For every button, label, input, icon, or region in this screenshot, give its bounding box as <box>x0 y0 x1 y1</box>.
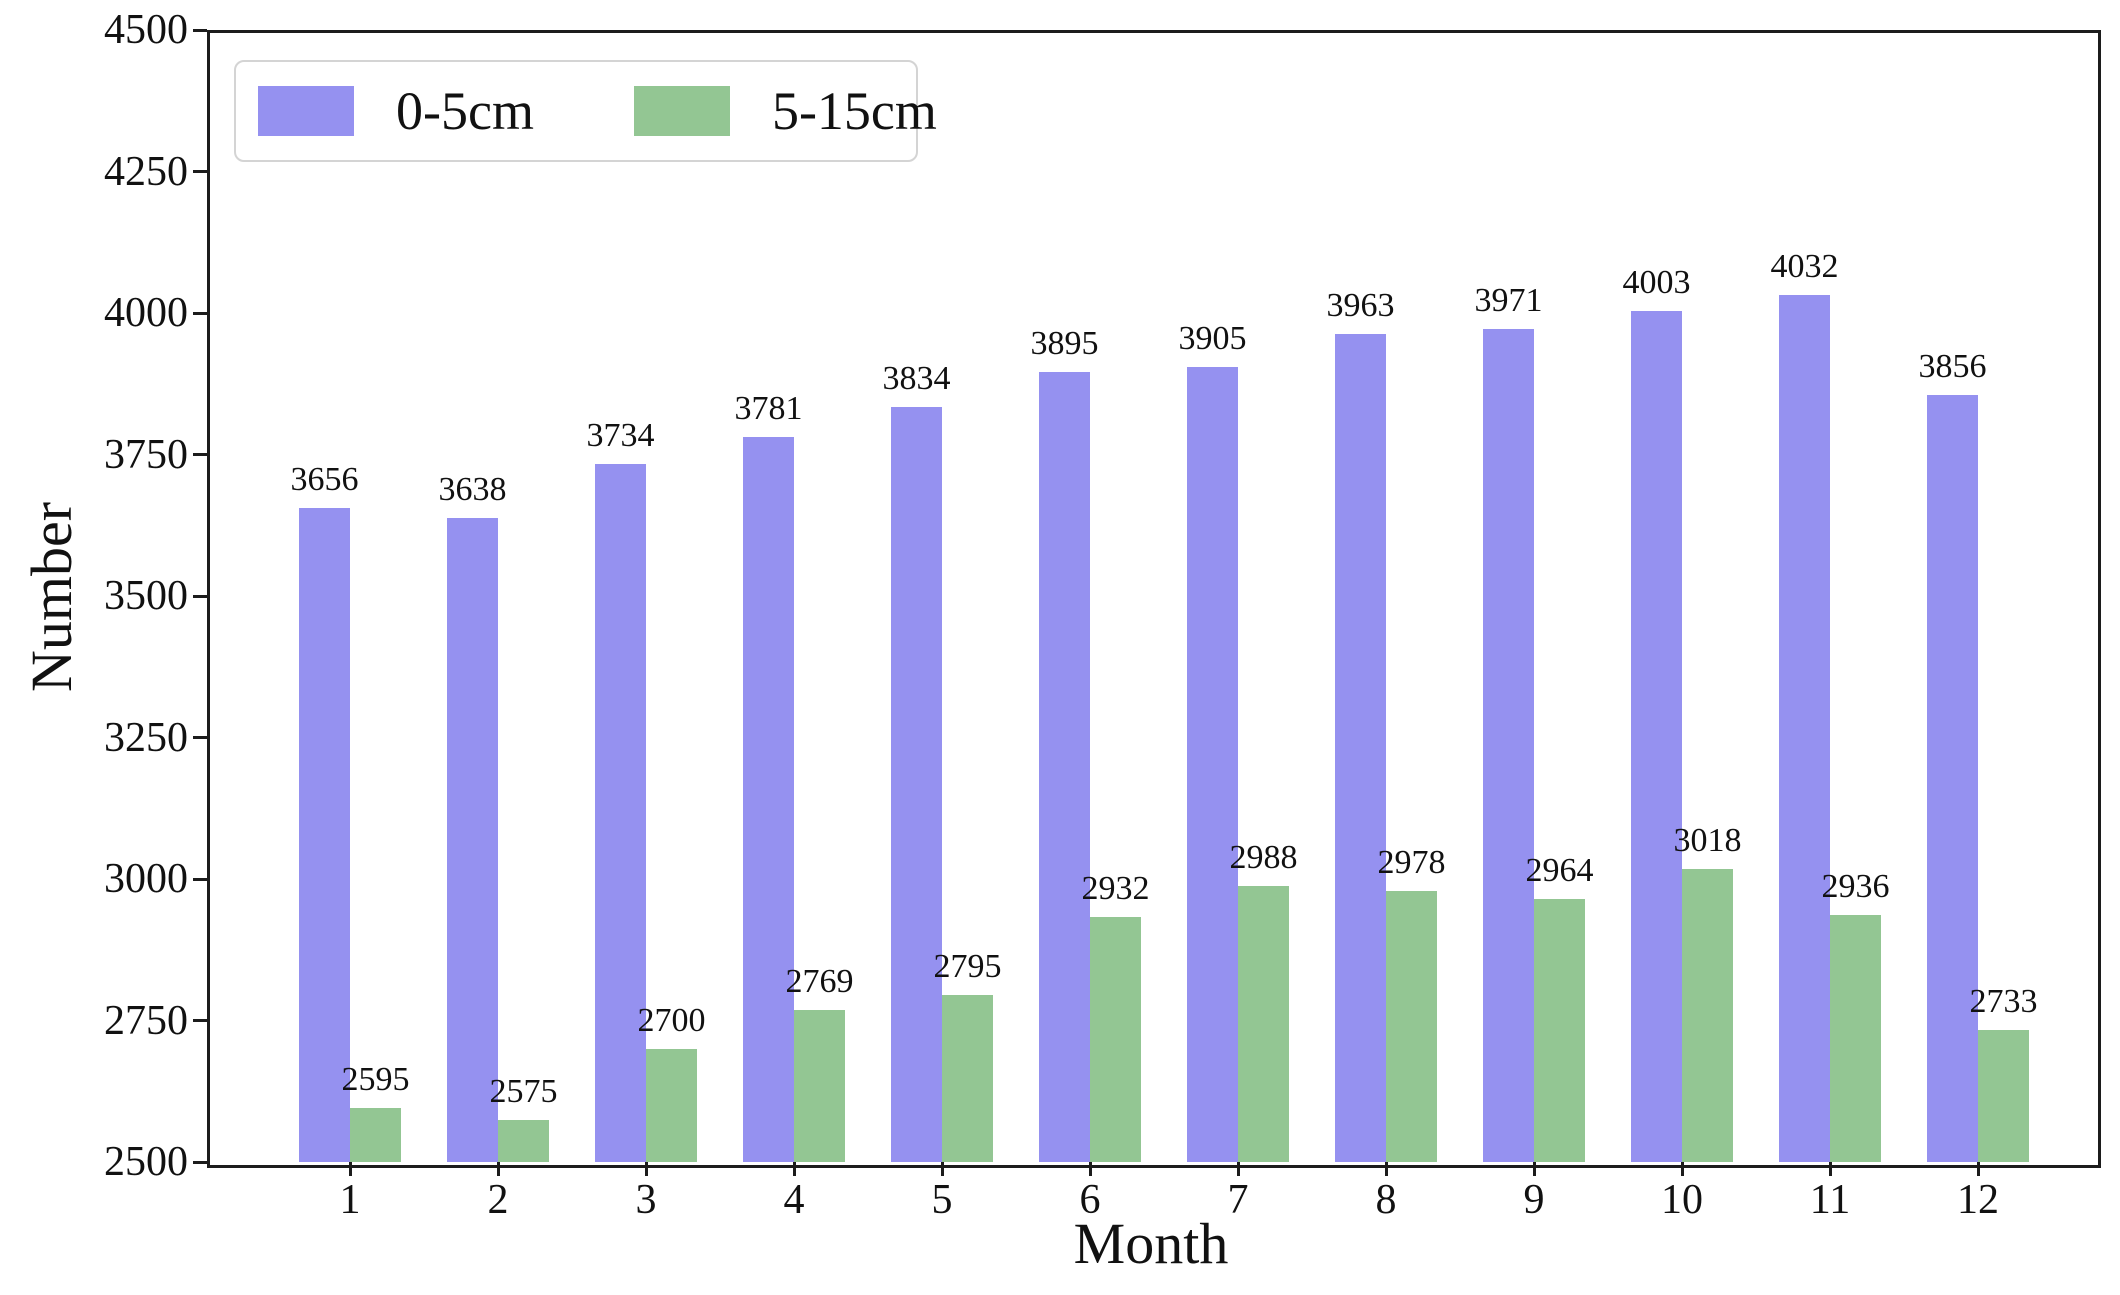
bar-value-label: 3781 <box>734 389 803 427</box>
bar-0-5cm-month-8 <box>1335 333 1386 1162</box>
bar-value-label: 3856 <box>1918 347 1987 385</box>
x-tick-mark <box>1384 1162 1388 1176</box>
x-tick-label: 12 <box>1957 1177 1999 1223</box>
legend-swatch-green <box>633 86 730 136</box>
bar-value-label: 2795 <box>933 948 1002 986</box>
bar-0-5cm-month-2 <box>447 517 498 1162</box>
x-tick-mark <box>792 1162 796 1176</box>
bar-value-label: 2595 <box>341 1061 410 1099</box>
x-tick-mark <box>1828 1162 1832 1176</box>
y-tick-mark <box>193 877 207 881</box>
y-tick-label: 2500 <box>104 1139 188 1185</box>
bar-0-5cm-month-6 <box>1039 372 1090 1162</box>
x-tick-label: 5 <box>931 1177 953 1223</box>
bar-value-label: 2700 <box>637 1001 706 1039</box>
y-tick-label: 3250 <box>104 714 188 761</box>
x-tick-mark <box>940 1162 944 1176</box>
bar-value-label: 2988 <box>1229 838 1298 876</box>
bar-0-5cm-month-11 <box>1779 294 1830 1162</box>
y-tick-mark <box>193 736 207 739</box>
bar-value-label: 3018 <box>1673 821 1742 859</box>
bar-5-15cm-month-6 <box>1090 917 1141 1162</box>
x-tick-mark <box>1976 1162 1980 1176</box>
legend-swatch-blue <box>258 86 354 136</box>
bar-value-label: 3734 <box>586 416 655 454</box>
x-tick-label: 8 <box>1375 1177 1397 1223</box>
x-tick-label: 2 <box>487 1177 509 1223</box>
legend: 0-5cm 5-15cm <box>234 60 937 162</box>
y-tick-label: 4250 <box>104 148 188 195</box>
bar-0-5cm-month-3 <box>595 463 646 1162</box>
x-tick-mark <box>1532 1162 1536 1176</box>
x-tick-label: 6 <box>1079 1177 1101 1223</box>
bar-0-5cm-month-12 <box>1927 394 1978 1162</box>
bar-value-label: 3656 <box>290 460 359 498</box>
y-tick-mark <box>193 1160 207 1164</box>
y-tick-mark <box>193 311 207 315</box>
bar-0-5cm-month-5 <box>891 406 942 1162</box>
x-tick-label: 1 <box>339 1177 361 1223</box>
y-tick-label: 3750 <box>104 431 188 478</box>
x-tick-mark <box>644 1162 648 1176</box>
x-tick-label: 11 <box>1809 1177 1851 1223</box>
x-tick-label: 7 <box>1227 1177 1249 1223</box>
bar-5-15cm-month-4 <box>794 1009 845 1162</box>
bar-5-15cm-month-1 <box>350 1108 401 1162</box>
bar-5-15cm-month-3 <box>646 1048 697 1162</box>
y-tick-label: 4000 <box>104 290 188 336</box>
x-tick-label: 10 <box>1661 1177 1703 1223</box>
x-tick-mark <box>1088 1162 1092 1176</box>
y-tick-label: 4500 <box>104 7 188 53</box>
x-tick-label: 4 <box>783 1177 805 1223</box>
bar-value-label: 3905 <box>1178 319 1247 357</box>
x-tick-mark <box>348 1162 352 1176</box>
bar-0-5cm-month-9 <box>1483 329 1534 1162</box>
y-tick-label: 2750 <box>104 997 188 1044</box>
legend-label: 5-15cm <box>771 81 937 141</box>
bar-5-15cm-month-12 <box>1978 1030 2029 1162</box>
bar-value-label: 2936 <box>1821 868 1890 906</box>
x-tick-mark <box>496 1162 500 1176</box>
x-tick-label: 3 <box>635 1177 657 1223</box>
bar-value-label: 3834 <box>882 359 951 397</box>
bar-5-15cm-month-10 <box>1682 868 1733 1162</box>
bar-value-label: 2769 <box>785 962 854 1000</box>
x-tick-mark <box>1236 1162 1240 1176</box>
bar-5-15cm-month-7 <box>1238 885 1289 1162</box>
bar-value-label: 2932 <box>1081 870 1150 908</box>
x-tick-mark <box>1680 1162 1684 1176</box>
y-tick-mark <box>193 28 207 32</box>
bar-value-label: 2964 <box>1525 852 1594 890</box>
bar-value-label: 3963 <box>1326 286 1395 324</box>
legend-entry-5-15cm: 5-15cm <box>633 81 937 141</box>
y-tick-mark <box>193 170 207 173</box>
y-tick-label: 3500 <box>104 573 188 619</box>
y-tick-mark <box>193 1019 207 1022</box>
legend-entry-0-5cm: 0-5cm <box>258 82 534 140</box>
y-tick-label: 3000 <box>104 856 188 902</box>
x-axis-title: Month <box>1073 1211 1229 1276</box>
bar-0-5cm-month-1 <box>299 507 350 1162</box>
bar-5-15cm-month-8 <box>1386 891 1437 1162</box>
bar-5-15cm-month-5 <box>942 995 993 1162</box>
bar-5-15cm-month-2 <box>498 1119 549 1162</box>
bar-0-5cm-month-7 <box>1187 366 1238 1162</box>
legend-label: 0-5cm <box>396 81 534 141</box>
bar-0-5cm-month-4 <box>743 436 794 1162</box>
bar-value-label: 2978 <box>1377 844 1446 882</box>
bar-value-label: 3638 <box>438 470 507 508</box>
bar-value-label: 2575 <box>489 1072 558 1110</box>
y-tick-mark <box>193 594 207 598</box>
bar-5-15cm-month-11 <box>1830 915 1881 1162</box>
bar-value-label: 4003 <box>1622 264 1691 302</box>
bar-0-5cm-month-10 <box>1631 311 1682 1162</box>
x-tick-label: 9 <box>1523 1177 1545 1223</box>
bar-value-label: 4032 <box>1770 247 1839 285</box>
y-tick-mark <box>193 453 207 456</box>
bar-5-15cm-month-9 <box>1534 899 1585 1162</box>
bar-value-label: 2733 <box>1969 983 2038 1021</box>
bar-value-label: 3971 <box>1474 282 1543 320</box>
bar-value-label: 3895 <box>1030 325 1099 363</box>
